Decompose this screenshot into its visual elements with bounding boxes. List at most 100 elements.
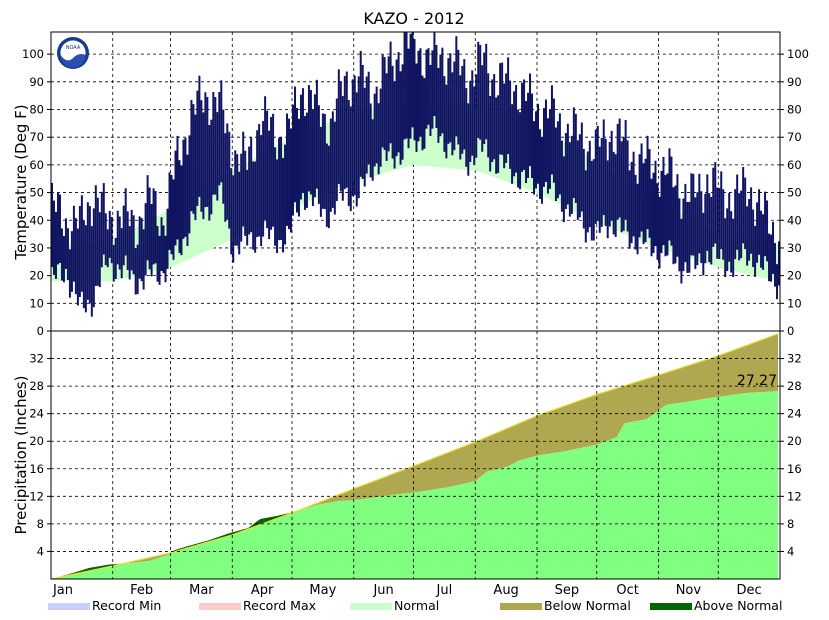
y-tick-label: 0: [37, 324, 44, 338]
temperature-day-bar: [499, 63, 502, 155]
y-tick-label: 90: [787, 75, 802, 89]
temperature-day-bar: [224, 133, 227, 222]
temperature-day-bar: [417, 50, 420, 142]
temperature-day-bar: [652, 172, 655, 253]
y-tick-label: 4: [787, 544, 794, 558]
temperature-day-bar: [562, 156, 565, 223]
temperature-day-bar: [114, 237, 117, 279]
temperature-day-bar: [588, 140, 591, 228]
y-tick-label: 28: [29, 379, 44, 393]
temperature-day-bar: [290, 128, 293, 233]
temperature-day-bar: [754, 225, 757, 277]
temperature-day-bar: [286, 113, 289, 226]
temperature-day-bar: [616, 123, 619, 220]
temperature-day-bar: [449, 53, 452, 143]
temperature-day-bar: [535, 111, 537, 189]
temperature-day-bar: [110, 217, 113, 264]
month-label: Jan: [52, 583, 73, 598]
temperature-day-bar: [610, 130, 613, 221]
temperature-day-bar: [688, 201, 691, 273]
temperature-day-bar: [94, 185, 97, 286]
y-tick-label: 8: [37, 517, 44, 531]
temperature-day-bar: [598, 146, 601, 233]
temperature-day-bar: [716, 187, 719, 259]
temperature-day-bar: [122, 205, 125, 266]
legend-label: Normal: [394, 598, 440, 613]
legend-label: Above Normal: [694, 598, 783, 613]
temperature-day-bar: [772, 221, 775, 274]
temperature-y-axis-label: Temperature (Deg F): [12, 104, 30, 260]
temperature-day-bar: [108, 210, 111, 258]
temperature-day-bar: [768, 233, 771, 282]
temperature-day-bar: [566, 123, 569, 205]
temperature-day-bar: [662, 156, 665, 246]
temperature-day-bar: [628, 170, 631, 249]
temperature-day-bar: [150, 204, 153, 277]
temperature-day-bar: [278, 137, 281, 241]
temperature-day-bar: [423, 78, 426, 149]
temperature-day-bar: [680, 218, 683, 284]
temperature-day-bar: [501, 62, 504, 155]
temperature-day-bar: [564, 133, 567, 210]
temperature-day-bar: [100, 191, 103, 268]
temperature-day-bar: [419, 48, 422, 137]
y-tick-label: 70: [29, 130, 44, 144]
temperature-day-bar: [154, 191, 157, 264]
temperature-day-bar: [204, 92, 207, 208]
temperature-day-bar: [696, 192, 699, 266]
temperature-day-bar: [640, 143, 643, 232]
temperature-day-bar: [481, 65, 484, 152]
temperature-day-bar: [232, 175, 235, 263]
temperature-day-bar: [51, 182, 53, 268]
temperature-day-bar: [254, 161, 257, 253]
temperature-day-bar: [646, 135, 649, 230]
temperature-day-bar: [313, 94, 316, 198]
temperature-day-bar: [672, 187, 675, 265]
temperature-day-bar: [184, 137, 187, 237]
temperature-day-bar: [284, 144, 287, 245]
y-tick-label: 80: [787, 103, 802, 117]
temperature-day-bar: [264, 96, 267, 221]
temperature-day-bar: [357, 76, 360, 199]
temperature-day-bar: [497, 95, 500, 173]
temperature-day-bar: [138, 216, 141, 279]
precipitation-grid: [51, 331, 780, 579]
temperature-day-bar: [379, 88, 382, 167]
temperature-day-bar: [323, 113, 326, 210]
y-tick-label: 20: [787, 269, 802, 283]
temperature-day-bar: [538, 129, 541, 199]
temperature-day-bar: [467, 103, 470, 176]
temperature-day-bar: [742, 167, 745, 244]
temperature-day-bar: [694, 197, 697, 269]
temperature-day-bar: [98, 212, 101, 288]
y-tick-label: 12: [29, 489, 44, 503]
temperature-day-bar: [280, 137, 283, 240]
temperature-day-bar: [630, 161, 633, 244]
temperature-day-bar: [288, 118, 291, 230]
temperature-day-bar: [188, 135, 191, 234]
temperature-day-bar: [230, 168, 233, 255]
temperature-day-bar: [620, 141, 623, 233]
temperature-day-bar: [618, 118, 621, 218]
temperature-day-bar: [385, 73, 388, 161]
y-tick-label: 20: [29, 434, 44, 448]
temperature-day-bar: [397, 52, 400, 153]
temperature-day-bar: [170, 174, 173, 255]
month-label: Jul: [436, 583, 453, 598]
temperature-day-bar: [493, 74, 496, 160]
month-label: Nov: [676, 583, 702, 598]
temperature-day-bar: [311, 109, 314, 206]
temperature-day-bar: [722, 189, 725, 260]
temperature-day-bar: [88, 206, 91, 304]
temperature-day-bar: [552, 98, 555, 183]
temperature-day-bar: [292, 104, 294, 216]
temperature-day-bar: [736, 174, 739, 250]
legend-label: Record Max: [243, 598, 317, 613]
temperature-day-bar: [90, 226, 93, 317]
temperature-day-bar: [144, 203, 147, 276]
temperature-day-bar: [262, 121, 265, 237]
temperature-day-bar: [748, 199, 751, 261]
legend-swatch: [350, 603, 392, 610]
temperature-day-bar: [746, 206, 749, 266]
temperature-day-bar: [393, 81, 396, 169]
